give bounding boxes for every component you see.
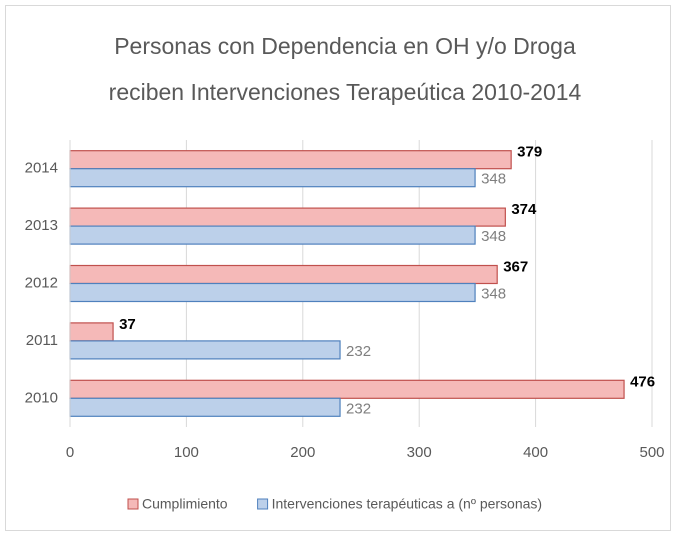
data-label: 232 (346, 400, 371, 417)
data-label: 232 (346, 343, 371, 360)
bar (69, 397, 341, 417)
data-label: 348 (481, 228, 506, 245)
legend-label: Cumplimiento (142, 496, 228, 512)
bar (69, 150, 512, 170)
legend-label: Intervenciones terapéuticas a (nº person… (272, 496, 542, 512)
data-label: 348 (481, 285, 506, 302)
bar (69, 379, 625, 399)
y-tick-label: 2014 (25, 160, 58, 177)
bar (69, 225, 476, 245)
bar (69, 282, 476, 303)
chart-title: reciben Intervenciones Terapeútica 2010-… (109, 79, 582, 105)
data-label: 379 (517, 144, 542, 161)
data-label: 348 (481, 171, 506, 188)
data-label: 37 (119, 316, 136, 333)
x-tick-label: 100 (174, 444, 199, 461)
legend-swatch (127, 498, 139, 510)
y-tick-label: 2012 (25, 274, 58, 291)
x-tick-label: 200 (290, 444, 315, 461)
bar (69, 264, 498, 285)
bar (69, 207, 506, 227)
y-tick-label: 2013 (25, 217, 58, 234)
bar (69, 340, 341, 360)
x-tick-label: 0 (66, 444, 74, 461)
x-tick-label: 300 (407, 444, 432, 461)
x-tick-label: 500 (639, 444, 664, 461)
y-tick-label: 2011 (26, 332, 58, 349)
data-label: 367 (503, 258, 528, 275)
x-tick-label: 400 (523, 444, 548, 461)
data-label: 374 (511, 201, 537, 218)
data-label: 476 (630, 373, 655, 390)
bar (69, 168, 476, 188)
legend-swatch (257, 498, 269, 510)
y-tick-label: 2010 (25, 389, 58, 406)
chart-title: Personas con Dependencia en OH y/o Droga (114, 33, 576, 59)
bar (69, 322, 114, 342)
